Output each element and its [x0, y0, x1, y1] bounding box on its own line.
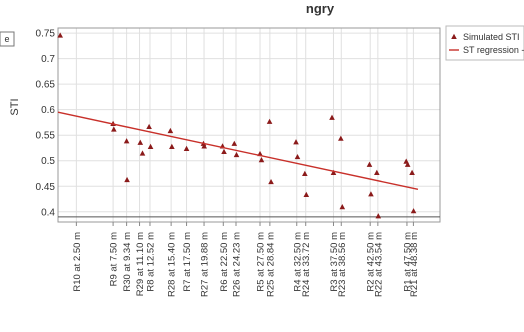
data-point-triangle — [294, 153, 301, 160]
x-tick-label: R26 at 24.23 m — [231, 232, 242, 297]
data-point-triangle — [233, 151, 240, 158]
plot-background — [58, 28, 440, 222]
y-tick-label: 0.4 — [41, 207, 55, 218]
data-point-triangle — [111, 126, 117, 132]
x-tick-label: R25 at 28.84 m — [265, 232, 276, 297]
data-point-triangle — [303, 191, 310, 197]
data-point-triangle — [329, 114, 335, 120]
data-point-triangle — [366, 161, 373, 167]
x-tick-label: R22 at 43.54 m — [373, 232, 384, 297]
data-point-triangle — [404, 161, 411, 167]
x-tick-label: R28 at 15.40 m — [167, 232, 178, 297]
x-tick-label: R2 at 42.50 m — [366, 232, 377, 292]
x-tick-label: R1 at 47.50 m — [402, 232, 413, 292]
data-point-triangle — [169, 143, 175, 149]
data-point-triangle — [258, 157, 265, 163]
x-tick-label: R6 at 22.50 m — [219, 232, 230, 292]
x-tick-label: R4 at 32.50 m — [292, 232, 303, 292]
left-label-box: e — [0, 31, 15, 47]
data-point-triangle — [146, 123, 152, 130]
data-point-triangle — [302, 170, 308, 177]
y-axis: 0.4 0.45 0.5 0.55 0.6 0.65 0.7 0.75 — [36, 29, 56, 219]
data-point-triangle — [147, 143, 154, 149]
data-point-triangle — [410, 208, 417, 214]
y-tick-label: 0.7 — [41, 54, 55, 65]
legend-entry-label: ST regression - — [463, 45, 524, 55]
data-point-triangle — [368, 191, 374, 197]
x-tick-label: R10 at 2.50 m — [72, 232, 83, 292]
y-tick-label: 0.6 — [41, 105, 55, 116]
y-tick-label: 0.75 — [36, 29, 56, 40]
data-point-triangle — [338, 135, 344, 141]
data-point-triangle — [123, 138, 130, 144]
data-point-triangle — [201, 143, 207, 149]
x-tick-label: R5 at 27.50 m — [256, 232, 267, 292]
data-point-triangle — [57, 32, 64, 38]
chart-title-fragment: ngry — [306, 1, 335, 16]
x-tick-label: R8 at 12.52 m — [145, 232, 156, 292]
data-point-triangle — [375, 213, 382, 219]
data-point-triangle — [221, 148, 227, 155]
y-tick-label: 0.65 — [36, 80, 56, 91]
data-point-triangle — [409, 169, 415, 175]
y-tick-label: 0.45 — [36, 182, 56, 193]
legend-entry-label: Simulated STI — [463, 32, 520, 42]
x-tick-label: R27 at 19.88 m — [200, 232, 211, 297]
data-point-triangle — [330, 169, 337, 175]
data-point-triangle — [268, 178, 274, 185]
x-tick-label: R7 at 17.50 m — [182, 232, 193, 292]
x-tick-label: R24 at 33.72 m — [301, 232, 312, 297]
grid-layer — [58, 28, 440, 222]
data-point-triangle — [339, 203, 346, 210]
data-point-triangle — [183, 145, 190, 151]
data-point-triangle — [139, 150, 146, 156]
data-point-triangle — [374, 169, 380, 175]
x-tick-label: R9 at 7.50 m — [109, 232, 120, 286]
legend-triangle-icon — [451, 33, 457, 39]
legend-frame — [445, 25, 524, 61]
regression-line — [57, 111, 419, 191]
data-point-triangle — [167, 127, 174, 134]
data-point-triangle — [293, 139, 299, 145]
x-tick-label: R21 at 48.38 m — [409, 232, 420, 297]
data-point-triangle — [124, 176, 130, 183]
y-axis-title: STI — [9, 98, 21, 115]
data-point-triangle — [137, 139, 144, 145]
data-point-triangle — [231, 140, 238, 146]
plot-frame-rect — [57, 27, 441, 223]
y-tick-label: 0.5 — [41, 156, 55, 167]
x-tick-label: R30 at 9.34 m — [122, 232, 133, 292]
left-label-box-frame — [0, 31, 15, 47]
y-axis-title-layer: STI — [9, 98, 21, 115]
legend: Simulated STI ST regression - — [445, 25, 524, 61]
x-tick-label: R29 at 11.10 m — [135, 232, 146, 296]
x-axis: R10 at 2.50 m R9 at 7.50 m R30 at 9.34 m R2… — [72, 222, 420, 297]
x-tick-label: R23 at 38.56 m — [337, 232, 348, 297]
data-point-triangle — [266, 118, 273, 124]
left-label-box-text: e — [4, 34, 9, 44]
series-layer — [57, 32, 419, 219]
x-tick-label: R3 at 37.50 m — [329, 232, 340, 292]
title-layer: ngry — [306, 1, 335, 16]
y-tick-label: 0.55 — [36, 131, 56, 142]
